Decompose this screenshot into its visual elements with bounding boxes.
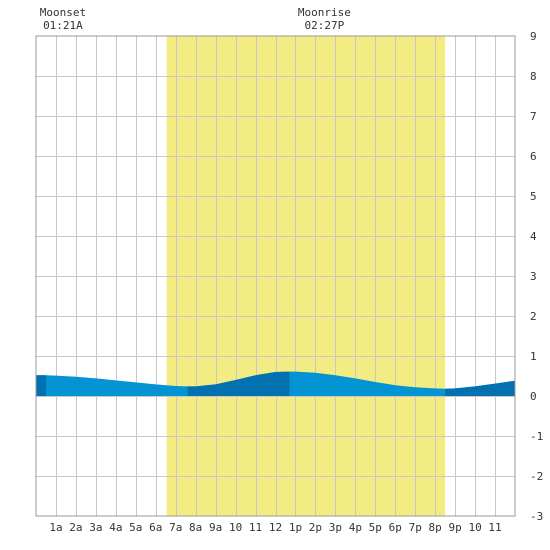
- y-tick-label: 3: [530, 270, 537, 283]
- y-tick-label: 7: [530, 110, 537, 123]
- x-tick-label: 1a: [49, 521, 62, 534]
- y-tick-label: -2: [530, 470, 543, 483]
- moon-event-label: Moonset: [40, 6, 86, 19]
- x-tick-label: 9a: [209, 521, 222, 534]
- x-tick-label: 6p: [389, 521, 402, 534]
- y-tick-label: -3: [530, 510, 543, 523]
- plot-border: [35, 35, 516, 517]
- x-tick-label: 3p: [329, 521, 342, 534]
- x-tick-label: 9p: [449, 521, 462, 534]
- x-tick-label: 5a: [129, 521, 142, 534]
- x-tick-label: 3a: [89, 521, 102, 534]
- tide-area-dark-segment: [36, 375, 46, 396]
- y-tick-label: 0: [530, 390, 537, 403]
- tide-area-dark-segment: [445, 380, 515, 396]
- x-tick-label: 6a: [149, 521, 162, 534]
- grid: [36, 36, 515, 516]
- x-tick-label: 8p: [429, 521, 442, 534]
- tide-area: [36, 371, 515, 396]
- x-tick-label: 2a: [69, 521, 82, 534]
- x-tick-label: 2p: [309, 521, 322, 534]
- y-tick-label: 1: [530, 350, 537, 363]
- moon-event-time: 01:21A: [43, 19, 83, 32]
- y-tick-label: 5: [530, 190, 537, 203]
- y-tick-label: 2: [530, 310, 537, 323]
- x-tick-label: 11: [249, 521, 262, 534]
- moon-event-label: Moonrise: [298, 6, 351, 19]
- y-axis-tick-labels: -3 -2 -1 0 1 2 3 4 5 6 7 8 9: [530, 30, 543, 523]
- x-tick-label: 8a: [189, 521, 202, 534]
- x-tick-label: 12: [269, 521, 282, 534]
- x-tick-label: 10: [229, 521, 242, 534]
- x-tick-label: 5p: [369, 521, 382, 534]
- y-tick-label: 6: [530, 150, 537, 163]
- x-axis-tick-labels: 1a 2a 3a 4a 5a 6a 7a 8a 9a 10 11 12 1p 2p 3p 4p 5p 6p 7p 8p…: [49, 521, 501, 534]
- moon-event-time: 02:27P: [305, 19, 345, 32]
- x-tick-label: 4a: [109, 521, 122, 534]
- y-tick-label: 4: [530, 230, 537, 243]
- y-tick-label: 9: [530, 30, 537, 43]
- y-tick-label: -1: [530, 430, 543, 443]
- x-tick-label: 7p: [409, 521, 422, 534]
- x-tick-label: 1p: [289, 521, 302, 534]
- tide-area-dark-segment: [187, 371, 290, 396]
- x-tick-label: 11: [488, 521, 501, 534]
- y-tick-label: 8: [530, 70, 537, 83]
- x-tick-label: 7a: [169, 521, 182, 534]
- x-tick-label: 10: [468, 521, 481, 534]
- x-tick-label: 4p: [349, 521, 362, 534]
